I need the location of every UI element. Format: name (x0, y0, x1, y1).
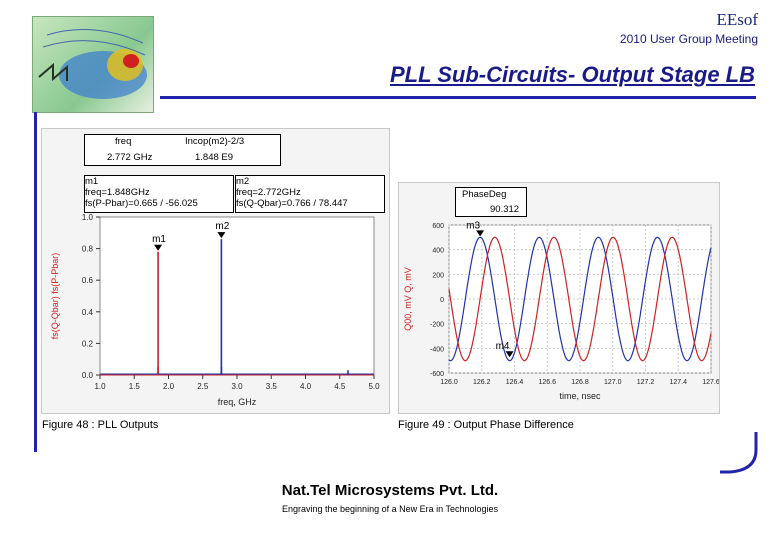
x-tick-label: 126.6 (538, 379, 556, 386)
y-tick-label: -200 (430, 322, 444, 329)
y-tick-label: 200 (432, 272, 444, 279)
freq-table-header-freq: freq (115, 136, 132, 147)
marker-triangle (476, 230, 485, 237)
frame-corner-curve (720, 430, 760, 474)
slide-title: PLL Sub-Circuits- Output Stage LB (389, 62, 755, 87)
x-axis-label: freq, GHz (218, 397, 257, 407)
y-tick-label: 600 (432, 223, 444, 230)
figure-48-caption: Figure 48 : PLL Outputs (42, 419, 159, 431)
marker-label: m4 (496, 341, 510, 352)
x-tick-label: 3.5 (266, 382, 278, 391)
y-tick-label: 0.4 (82, 308, 94, 317)
x-tick-label: 1.0 (94, 382, 106, 391)
phase-table-header: PhaseDeg (462, 189, 507, 200)
marker-m2-freq: freq=2.772GHz (236, 187, 301, 198)
x-tick-label: 127.6 (702, 379, 719, 386)
x-tick-label: 126.2 (473, 379, 491, 386)
x-tick-label: 2.0 (163, 382, 175, 391)
marker-label: m2 (215, 221, 229, 232)
marker-label: m1 (152, 234, 166, 245)
marker-triangle (217, 232, 226, 239)
marker-m2-value: fs(Q-Qbar)=0.766 / 78.447 (236, 198, 348, 209)
plot-area (99, 216, 375, 376)
y-tick-label: -600 (430, 371, 444, 378)
y-axis-label: Q00, mV Q, mV (403, 267, 413, 331)
logo-graphic (38, 29, 147, 99)
marker-triangle (154, 244, 163, 251)
x-tick-label: 126.8 (571, 379, 589, 386)
left-chart-panel: freq Incop(m2)-2/3 2.772 GHz 1.848 E9 m1… (41, 128, 390, 414)
waveform-series (448, 236, 712, 362)
time-domain-chart: -600 -400 -200 0 200 400 600 126.0 126.2 126.4 126… (403, 220, 719, 401)
x-tick-label: 4.0 (300, 382, 312, 391)
y-tick-label: 0.6 (82, 276, 94, 285)
frame-top-line (160, 96, 756, 99)
x-tick-label: 2.5 (197, 382, 209, 391)
marker-m1-value: fs(P-Pbar)=0.665 / -56.025 (85, 198, 198, 209)
right-chart-panel: PhaseDeg 90.312 -600 -400 -200 0 200 400 600 12… (398, 182, 720, 414)
marker-m2-readout: m2 freq=2.772GHz fs(Q-Qbar)=0.766 / 78.4… (235, 175, 385, 213)
waveform-series (448, 236, 712, 362)
eesof-logo-image (32, 16, 154, 113)
company-name: Nat.Tel Microsystems Pvt. Ltd. (281, 482, 499, 499)
brand-subtitle: 2010 User Group Meeting (619, 32, 758, 46)
marker-label: m3 (466, 220, 480, 231)
x-axis-label: time, nsec (559, 391, 601, 401)
marker-triangle (505, 351, 514, 358)
y-tick-label: 0.0 (82, 371, 94, 380)
phase-table: PhaseDeg 90.312 (455, 187, 527, 217)
y-axis-label: fs(Q-Qbar) fs(P-Pbar) (50, 253, 60, 340)
x-tick-label: 3.0 (231, 382, 243, 391)
x-tick-label: 4.5 (334, 382, 346, 391)
x-tick-label: 1.5 (129, 382, 141, 391)
marker-m1-name: m1 (85, 176, 99, 187)
freq-table-value-incop: 1.848 E9 (195, 152, 234, 163)
company-tagline: Engraving the beginning of a New Era in … (282, 504, 498, 514)
y-tick-label: 400 (432, 248, 444, 255)
x-tick-label: 5.0 (368, 382, 380, 391)
x-tick-label: 126.0 (440, 379, 458, 386)
brand-block: EEsof 2010 User Group Meeting (560, 10, 758, 46)
y-tick-label: 0 (440, 297, 444, 304)
spectrum-chart: 0.0 0.2 0.4 0.6 0.8 1.0 1.0 1.5 2.0 2.5 3.0 3.5 4.0 4… (50, 213, 380, 407)
marker-m2-name: m2 (236, 176, 250, 187)
x-tick-label: 127.2 (637, 379, 655, 386)
marker-m1-freq: freq=1.848GHz (85, 187, 150, 198)
figure-49-caption: Figure 49 : Output Phase Difference (398, 419, 574, 431)
freq-table-value-freq: 2.772 GHz (107, 152, 153, 163)
y-tick-label: -400 (430, 346, 444, 353)
frame-left-line (34, 112, 37, 452)
x-tick-label: 126.4 (506, 379, 524, 386)
y-tick-label: 0.2 (82, 339, 94, 348)
x-tick-label: 127.4 (669, 379, 687, 386)
freq-table-header-incop: Incop(m2)-2/3 (185, 136, 245, 147)
y-tick-label: 0.8 (82, 245, 94, 254)
freq-table: freq Incop(m2)-2/3 2.772 GHz 1.848 E9 (84, 134, 281, 166)
phase-table-value: 90.312 (490, 204, 520, 215)
marker-m1-readout: m1 freq=1.848GHz fs(P-Pbar)=0.665 / -56.… (84, 175, 234, 213)
y-tick-label: 1.0 (82, 213, 94, 222)
brand-name: EEsof (716, 10, 758, 29)
x-tick-label: 127.0 (604, 379, 622, 386)
